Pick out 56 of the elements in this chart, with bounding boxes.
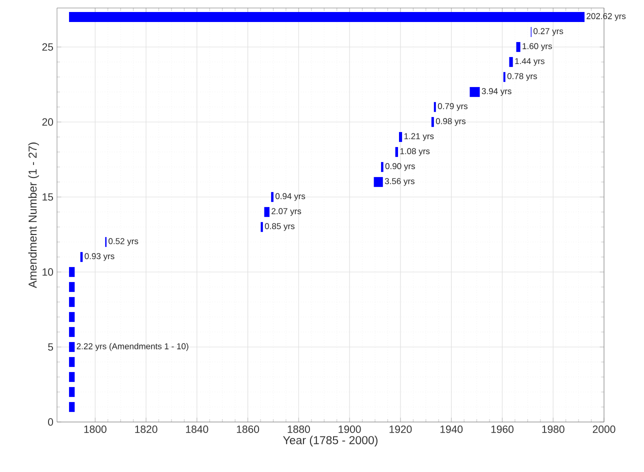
data-label: 0.79 yrs — [438, 103, 468, 111]
bar — [398, 132, 402, 142]
data-label: 1.60 yrs — [522, 43, 552, 51]
x-tick-label: 1900 — [338, 426, 361, 433]
x-tick-label: 1960 — [491, 426, 514, 433]
x-tick-label: 1980 — [542, 426, 564, 433]
bar — [395, 147, 398, 157]
data-label: 0.78 yrs — [507, 73, 537, 81]
bar — [69, 357, 75, 367]
data-label: 1.21 yrs — [404, 133, 434, 141]
data-label: 0.90 yrs — [385, 163, 415, 171]
bar — [69, 387, 75, 397]
x-tick-label: 1800 — [84, 426, 106, 433]
x-tick-label: 1860 — [236, 426, 260, 433]
data-label: 3.94 yrs — [482, 88, 512, 96]
data-label: 0.52 yrs — [108, 238, 138, 246]
bar — [374, 177, 383, 187]
data-label: 2.22 yrs (Amendments 1 - 10) — [76, 343, 188, 351]
bar — [69, 282, 75, 292]
y-axis-title: Amendment Number (1 - 27) — [28, 142, 39, 288]
bar — [509, 57, 513, 67]
bar — [470, 87, 480, 97]
x-tick-label: 1880 — [288, 426, 310, 433]
y-tick-label: 0 — [48, 418, 54, 426]
data-label: 0.98 yrs — [436, 118, 466, 126]
data-label: 0.93 yrs — [84, 253, 114, 261]
data-label: 3.56 yrs — [384, 178, 415, 186]
bar — [69, 12, 585, 22]
x-tick-label: 1920 — [390, 426, 412, 433]
data-label: 0.85 yrs — [264, 223, 295, 231]
x-tick-label: 1820 — [135, 426, 158, 433]
bar — [69, 297, 75, 307]
bar — [516, 42, 520, 52]
bar — [69, 312, 75, 322]
x-axis-title: Year (1785 - 2000) — [283, 436, 378, 446]
x-tick-label: 2000 — [592, 426, 616, 433]
y-tick-label: 20 — [42, 118, 54, 126]
bar — [264, 207, 270, 217]
x-tick-label: 1940 — [440, 426, 463, 433]
bar — [69, 267, 75, 277]
y-tick-label: 10 — [42, 268, 54, 276]
x-tick-label: 1840 — [186, 426, 208, 433]
bar — [69, 342, 75, 352]
data-label: 0.94 yrs — [276, 193, 306, 201]
data-label: 2.07 yrs — [272, 208, 302, 216]
bar — [69, 327, 75, 337]
bar — [69, 372, 75, 382]
bar — [69, 402, 75, 412]
y-tick-label: 15 — [42, 193, 54, 201]
bar — [431, 117, 434, 127]
data-label: 202.62 yrs — [586, 13, 626, 21]
data-label: 1.08 yrs — [400, 148, 430, 156]
data-label: 1.44 yrs — [515, 58, 544, 66]
data-label: 0.27 yrs — [534, 28, 564, 36]
y-tick-label: 5 — [48, 343, 54, 351]
y-tick-label: 25 — [42, 43, 54, 51]
